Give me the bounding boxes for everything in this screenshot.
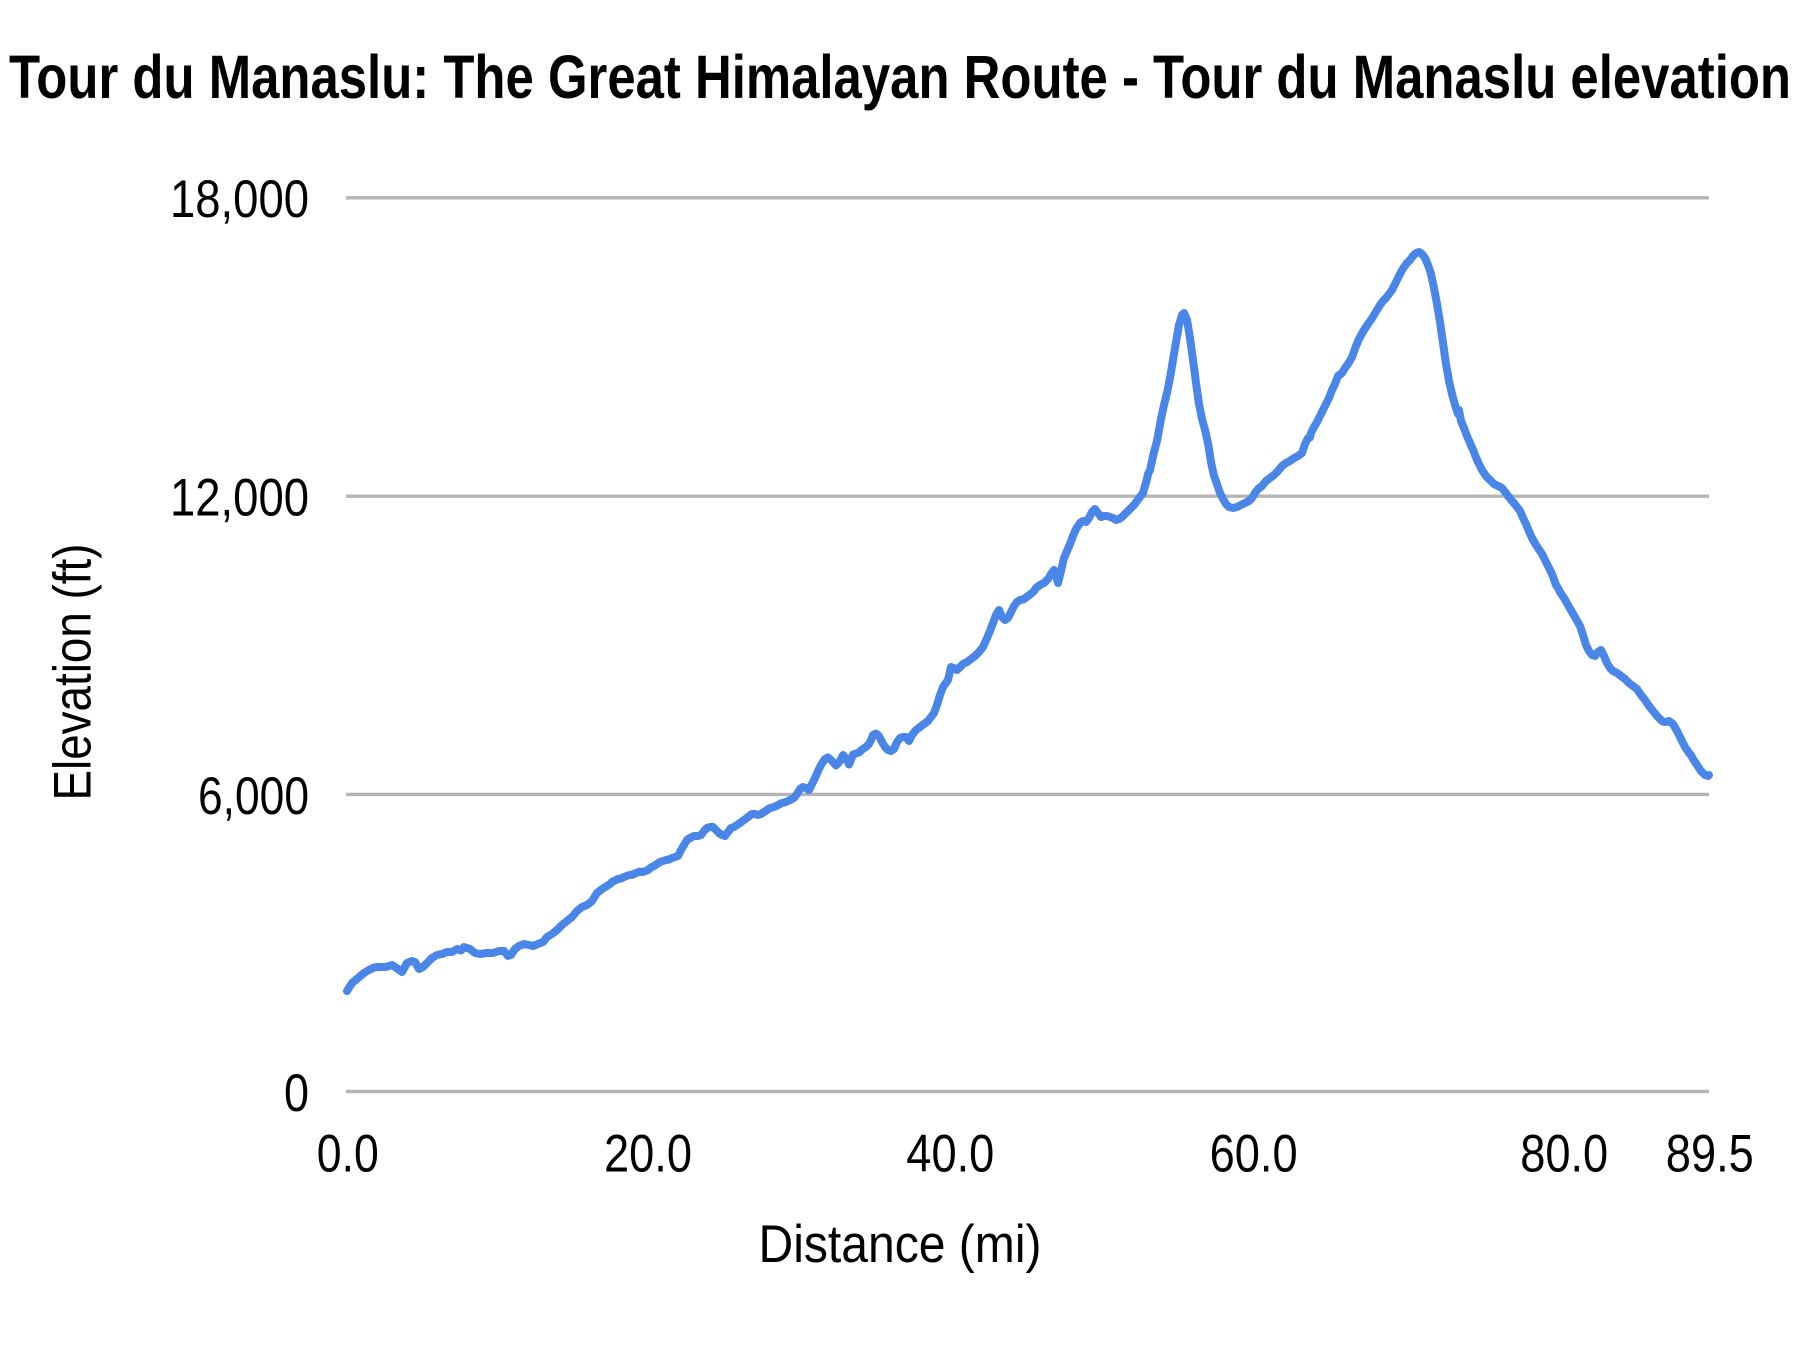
svg-text:18,000: 18,000 [170, 170, 309, 229]
svg-text:89.5: 89.5 [1666, 1125, 1754, 1184]
svg-text:80.0: 80.0 [1520, 1125, 1608, 1184]
svg-text:6,000: 6,000 [198, 767, 309, 826]
svg-text:Tour du Manaslu: The Great Him: Tour du Manaslu: The Great Himalayan Rou… [9, 43, 1791, 111]
svg-text:Distance (mi): Distance (mi) [759, 1215, 1042, 1274]
svg-text:20.0: 20.0 [604, 1125, 692, 1184]
svg-text:12,000: 12,000 [170, 469, 309, 528]
svg-text:Elevation (ft): Elevation (ft) [44, 544, 103, 801]
svg-text:0: 0 [284, 1064, 309, 1123]
svg-text:60.0: 60.0 [1210, 1125, 1298, 1184]
svg-text:0.0: 0.0 [317, 1125, 379, 1184]
svg-text:40.0: 40.0 [906, 1125, 994, 1184]
